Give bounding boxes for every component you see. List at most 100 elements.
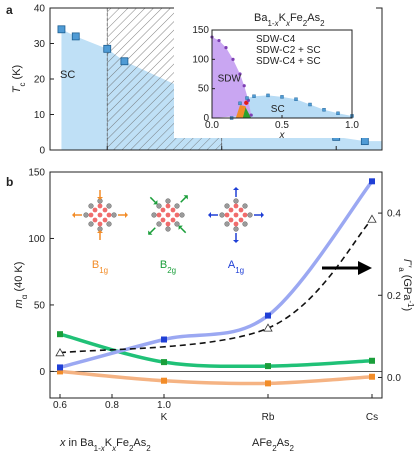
mode-arrow-head-3 — [125, 212, 128, 218]
b2g-point-3 — [369, 357, 375, 364]
as-atom-8 — [165, 221, 171, 227]
sc-dome-point-8 — [322, 108, 326, 112]
sdw-boundary-point-2 — [224, 46, 228, 50]
inset-legend-2: SDW-C4 + SC — [256, 56, 321, 67]
fe-atom-4 — [165, 198, 171, 204]
b-ytick-right-label-1: 0.2 — [387, 291, 401, 302]
sc-dome-point-2 — [245, 96, 249, 100]
as-atom-8 — [233, 221, 239, 227]
b-ytick-left-label-3: 150 — [28, 168, 45, 179]
as-atom-1 — [102, 207, 108, 213]
b-ytick-right-label-0: 0.0 — [387, 373, 401, 384]
b1g-label: B1g — [92, 259, 108, 275]
b-ylabel-right: Γ′a (GPa-1) — [398, 259, 415, 311]
fe-atom-0 — [156, 203, 162, 209]
as-atom-2 — [160, 217, 166, 223]
fe-atom-2 — [156, 221, 162, 227]
fe-atom-6 — [111, 212, 117, 218]
fe-atom-3 — [242, 221, 248, 227]
fe-atom-1 — [106, 203, 112, 209]
mode-arrow-head-2 — [183, 195, 188, 200]
inset-title: Ba1-xKxFe2As2 — [254, 12, 325, 28]
b-xaxis-label-right: AFe2As2 — [252, 437, 294, 453]
a1g-point-0 — [57, 364, 63, 371]
fe-atom-4 — [233, 198, 239, 204]
b1g-point-3 — [369, 373, 375, 380]
as-atom-7 — [233, 203, 239, 209]
as-atom-3 — [170, 217, 176, 223]
b-ytick-left-label-1: 50 — [34, 300, 46, 311]
a-ylabel: Tc (K) — [11, 65, 27, 93]
as-atom-8 — [97, 221, 103, 227]
b2g-point-2 — [265, 363, 271, 370]
a-ytick-label-2: 20 — [34, 75, 46, 86]
a-ytick-label-0: 0 — [39, 146, 45, 157]
b-ytick-left-label-0: 0 — [39, 367, 45, 378]
mode-arrow-shaft-3 — [149, 227, 156, 234]
tc-point-6 — [360, 137, 369, 146]
panel-b: 0 50 100 150 0.0 0.2 0.4 0.6 0.8 1.0K Rb Cs x in Ba1… — [13, 168, 415, 453]
panel-a-label: a — [6, 3, 13, 17]
as-atom-0 — [92, 207, 98, 213]
as-atom-7 — [97, 203, 103, 209]
sdw-boundary-point-3 — [231, 57, 235, 61]
mode-arrow-head-1 — [233, 240, 239, 243]
inset-legend-0: SDW-C4 — [256, 34, 296, 45]
as-atom-4 — [233, 212, 239, 218]
a1g-label: A1g — [228, 259, 244, 275]
inset-sdw-label: SDW — [218, 74, 242, 85]
mode-arrow-head-0 — [153, 200, 158, 205]
inset-sc-label: SC — [271, 104, 285, 115]
fe-atom-2 — [88, 221, 94, 227]
b-ylabel-left: mα (40 K) — [13, 262, 29, 309]
b-ytick-right-label-2: 0.4 — [387, 209, 401, 220]
as-atom-5 — [224, 212, 230, 218]
sdw-boundary-point-7 — [249, 113, 253, 117]
inset-legend-1: SDW-C2 + SC — [256, 45, 321, 56]
fe-atom-5 — [83, 212, 89, 218]
a1g-fit-curve — [58, 179, 374, 370]
mode-arrow-head-2 — [72, 212, 75, 218]
mode-arrow-head-2 — [208, 212, 211, 218]
sdw-c4-sc-area — [242, 107, 252, 118]
as-atom-2 — [228, 217, 234, 223]
as-atom-3 — [238, 217, 244, 223]
mode-arrow-shaft-0 — [149, 196, 156, 203]
as-atom-1 — [170, 207, 176, 213]
a1g-mode-icon — [208, 187, 264, 243]
b1g-point-0 — [57, 368, 63, 375]
fe-atom-0 — [224, 203, 230, 209]
sdw-boundary-point-1 — [217, 38, 221, 43]
b2g-point-1 — [161, 359, 167, 366]
right-axis-arrow-head — [358, 261, 372, 275]
sc-dome-point-1 — [238, 101, 242, 106]
sc-dome-point-7 — [308, 102, 312, 107]
tc-point-0 — [57, 25, 66, 34]
sc-dome-point-4 — [266, 93, 270, 98]
as-atom-2 — [92, 217, 98, 223]
b-xtick-label-4: Rb — [262, 412, 275, 423]
inset-ytick-label-2: 100 — [192, 54, 209, 65]
tc-point-2 — [103, 44, 112, 53]
inset-xtick-label-0: 0.0 — [205, 120, 219, 131]
b2g-label: B2g — [160, 259, 176, 275]
panel-b-frame — [49, 171, 383, 399]
sdw-area — [212, 37, 252, 118]
as-atom-0 — [160, 207, 166, 213]
as-atom-1 — [238, 207, 244, 213]
inset-phase-diagram: SDW SC 0 50 100 150 0.0 0.5 1.0 x Ba1-xKxFe2As2 SDW… — [174, 4, 376, 141]
mode-arrow-head-3 — [261, 212, 264, 218]
as-atom-7 — [165, 203, 171, 209]
as-atom-4 — [165, 212, 171, 218]
b-ytick-left-label-2: 100 — [28, 234, 45, 245]
mode-arrow-head-0 — [97, 197, 103, 200]
fe-atom-6 — [247, 212, 253, 218]
sc-dome-point-9 — [336, 111, 340, 116]
inset-ytick-label-3: 150 — [192, 25, 209, 36]
tc-point-3 — [120, 57, 129, 66]
fe-atom-3 — [106, 221, 112, 227]
sdw-boundary-point-5 — [242, 84, 246, 88]
b2g-fit-curve — [58, 332, 374, 369]
a-ytick-label-4: 40 — [34, 4, 46, 15]
